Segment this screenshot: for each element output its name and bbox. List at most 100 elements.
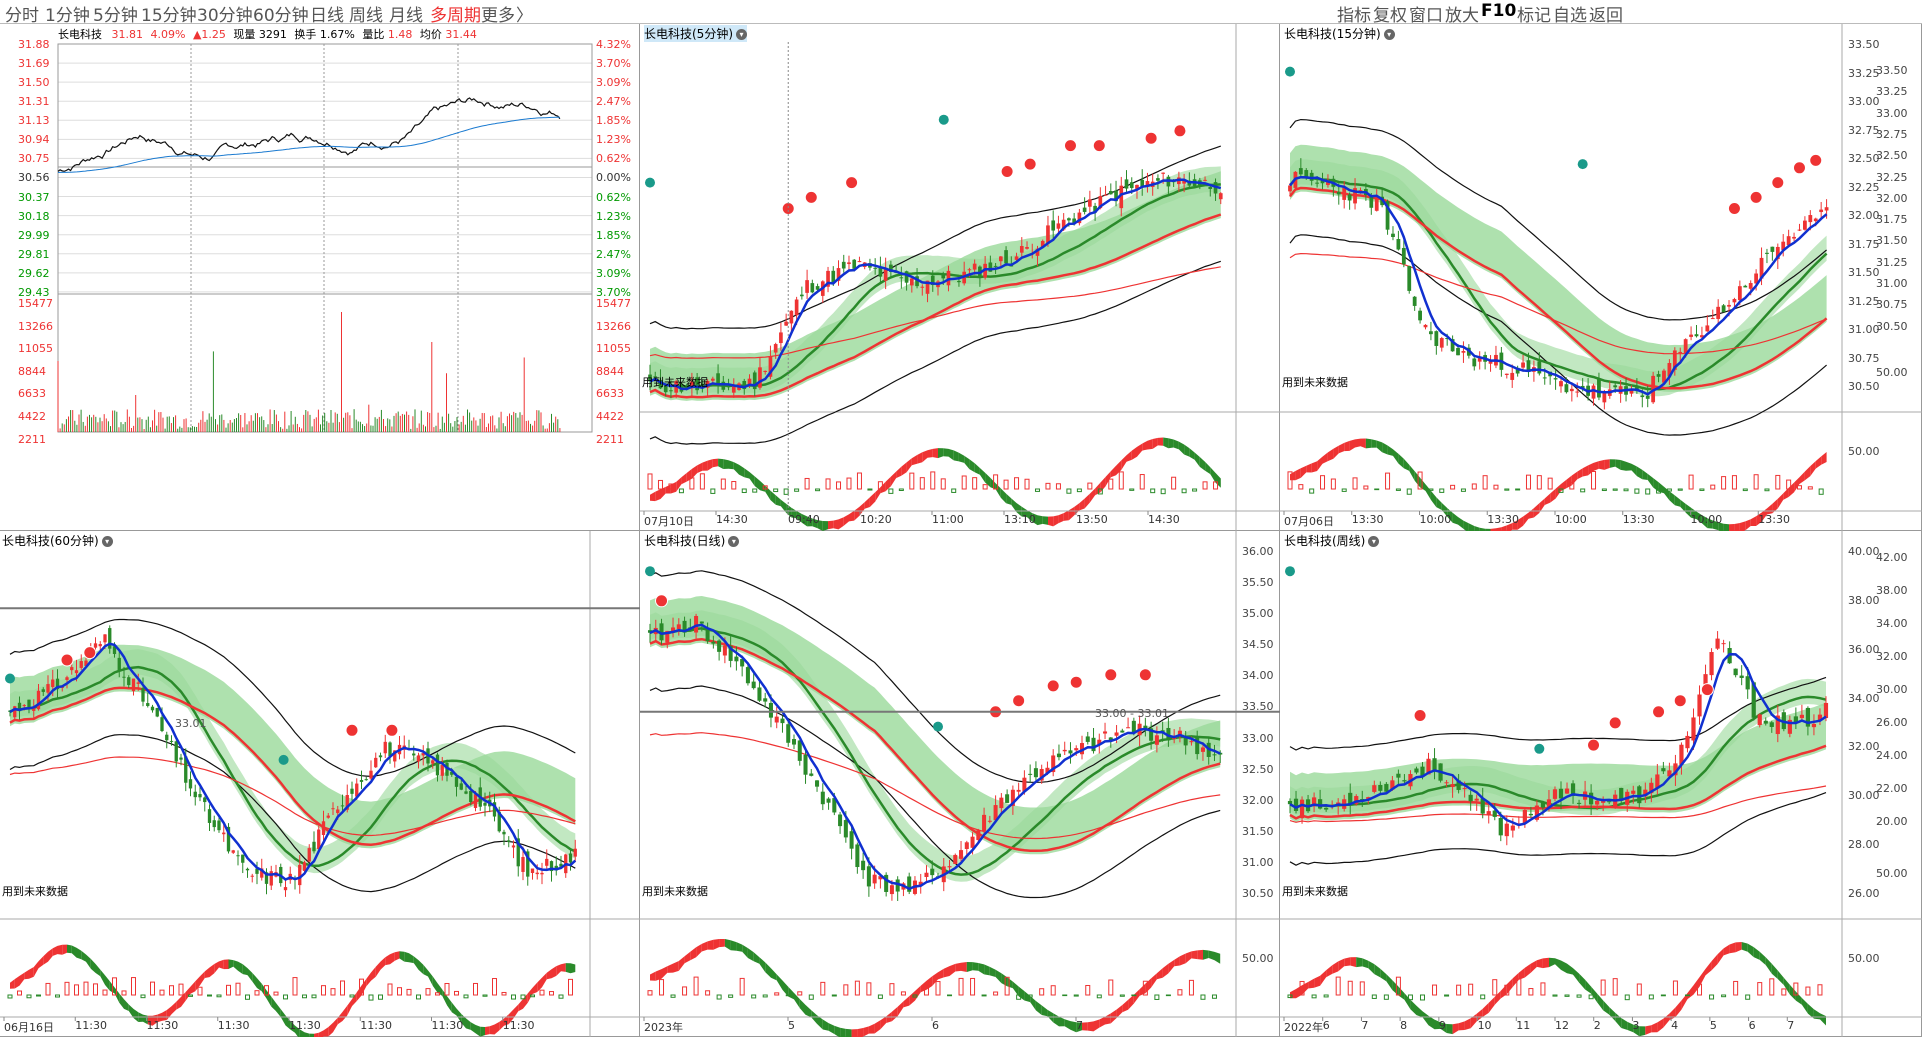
intraday-chart	[57, 43, 593, 433]
candle-body	[1402, 780, 1407, 782]
histogram-bar	[820, 981, 826, 996]
candle-body	[1124, 179, 1129, 189]
adjust-button[interactable]: 复权	[1373, 6, 1407, 26]
tab-60min[interactable]: 60分钟	[253, 6, 309, 26]
price-tick: 30.18	[18, 209, 50, 223]
volume-tick: 6633	[596, 387, 624, 401]
tab-timeshare[interactable]: 分时	[5, 6, 39, 26]
intraday-panel[interactable]: 长电科技 31.81 4.09% ▲1.25 现量 3291 换手 1.67% …	[0, 24, 640, 531]
histogram-bar	[1341, 488, 1347, 492]
panel-15min[interactable]: 长电科技(15分钟) ▾ 用到未来数据 07月06日 13:30 10:00 13:30…	[1280, 24, 1922, 531]
oscillator-ribbon	[845, 1028, 852, 1037]
signal-icon	[1413, 709, 1427, 722]
tab-30min[interactable]: 30分钟	[197, 6, 253, 26]
x-tick-label: 11:30	[75, 1019, 107, 1032]
candle-body	[117, 657, 121, 671]
oscillator-ribbon	[1761, 508, 1767, 522]
watchlist-button[interactable]: 自选	[1553, 6, 1587, 26]
candle-body	[745, 667, 750, 684]
panel-5min[interactable]: 长电科技(5分钟) ▾ 用到未来数据 07月10日 14:30 09:40 10:20 1…	[640, 24, 1280, 531]
ribbon-area	[650, 610, 1221, 882]
candle-body	[838, 814, 843, 827]
window-button[interactable]: 窗口	[1409, 6, 1443, 26]
mark-button[interactable]: 标记	[1517, 6, 1551, 26]
oscillator-ribbon	[271, 996, 276, 1012]
tab-multiperiod[interactable]: 多周期	[430, 6, 481, 26]
oscillator-ribbon	[1344, 440, 1350, 452]
candle-body	[1074, 748, 1079, 751]
signal-icon	[1673, 694, 1687, 708]
candle-body	[663, 384, 668, 393]
candle-body	[1218, 193, 1223, 200]
f10-button[interactable]: F10	[1481, 1, 1517, 21]
candle-body	[421, 753, 425, 756]
candle-body	[1385, 201, 1390, 230]
histogram-bar	[1200, 994, 1206, 1000]
signal-icon	[1285, 66, 1295, 77]
panel-daily[interactable]: 长电科技(日线) ▾ 用到未来数据 33.00 - 33.01 2023年 5 6 7 3…	[640, 531, 1280, 1037]
panel-60min[interactable]: 长电科技(60分钟) ▾ 用到未来数据 33.01 06月16日 11:30 11:3…	[0, 531, 640, 1037]
chevron-right-icon[interactable]: 〉	[516, 6, 533, 26]
tab-15min[interactable]: 15分钟	[141, 6, 197, 26]
tab-more[interactable]: 更多	[481, 6, 515, 26]
x-tick-label: 14:30	[1148, 513, 1180, 526]
candle-body	[155, 707, 159, 717]
tab-1min[interactable]: 1分钟	[45, 6, 90, 26]
oscillator-ribbon	[754, 476, 760, 491]
histogram-bar	[836, 481, 842, 490]
oscillator-ribbon	[822, 521, 828, 531]
volume-tick: 15477	[18, 297, 53, 310]
oscillator-ribbon	[1428, 1015, 1435, 1030]
back-button[interactable]: 返回	[1589, 6, 1623, 26]
histogram-bar	[1287, 994, 1293, 999]
candle-body	[1607, 801, 1612, 803]
oscillator-ribbon	[333, 1017, 338, 1033]
histogram-bar	[889, 983, 895, 996]
candle-body	[768, 356, 773, 377]
oscillator-ribbon	[1327, 448, 1334, 462]
zoom-button[interactable]: 放大	[1445, 6, 1479, 26]
panel-15min-title-text: 长电科技(15分钟)	[1284, 27, 1381, 41]
candle-body	[953, 854, 958, 864]
candle-body	[866, 866, 871, 887]
histogram-bar	[731, 481, 737, 490]
oscillator-ribbon	[1458, 517, 1464, 529]
candle-body	[786, 724, 791, 743]
histogram-bar	[1320, 475, 1326, 490]
histogram-bar	[1547, 477, 1553, 490]
tab-weekly[interactable]: 周线	[349, 6, 383, 26]
oscillator-ribbon	[730, 940, 737, 951]
tab-monthly[interactable]: 月线	[389, 6, 423, 26]
histogram-bar	[1516, 978, 1522, 996]
panel-weekly[interactable]: 长电科技(周线) ▾ 用到未来数据 2022年 6 7 8 9 10 11 12 2 3 4 5 6 7 40…	[1280, 531, 1922, 1037]
candle-body	[1510, 825, 1515, 831]
candle-body	[198, 794, 202, 798]
dropdown-icon[interactable]: ▾	[728, 536, 740, 547]
dropdown-icon[interactable]: ▾	[1383, 29, 1395, 40]
oscillator-ribbon	[1208, 950, 1215, 961]
candle-body	[1700, 335, 1704, 338]
dropdown-icon[interactable]: ▾	[736, 29, 747, 40]
tab-daily[interactable]: 日线	[310, 6, 344, 26]
candle-body	[717, 640, 722, 652]
oscillator-ribbon	[309, 1033, 314, 1037]
oscillator-ribbon	[1591, 986, 1598, 1003]
candle-body	[264, 872, 269, 884]
oscillator-ribbon	[1168, 438, 1174, 449]
ma-green-line	[1289, 695, 1827, 810]
histogram-bar	[1731, 475, 1737, 490]
candle-body	[1553, 378, 1558, 380]
candle-body	[1597, 378, 1601, 398]
histogram-bar	[1684, 994, 1690, 997]
oscillator-ribbon	[1741, 942, 1748, 952]
indicator-button[interactable]: 指标	[1337, 6, 1371, 26]
oscillator-ribbon	[670, 481, 677, 494]
dropdown-icon[interactable]: ▾	[101, 536, 113, 547]
histogram-bar	[1601, 488, 1607, 492]
histogram-bar	[1347, 980, 1353, 996]
candle-body	[549, 861, 554, 872]
tab-5min[interactable]: 5分钟	[93, 6, 138, 26]
price-tick: 31.31	[18, 95, 50, 109]
candle-body	[127, 677, 131, 686]
dropdown-icon[interactable]: ▾	[1368, 536, 1380, 547]
